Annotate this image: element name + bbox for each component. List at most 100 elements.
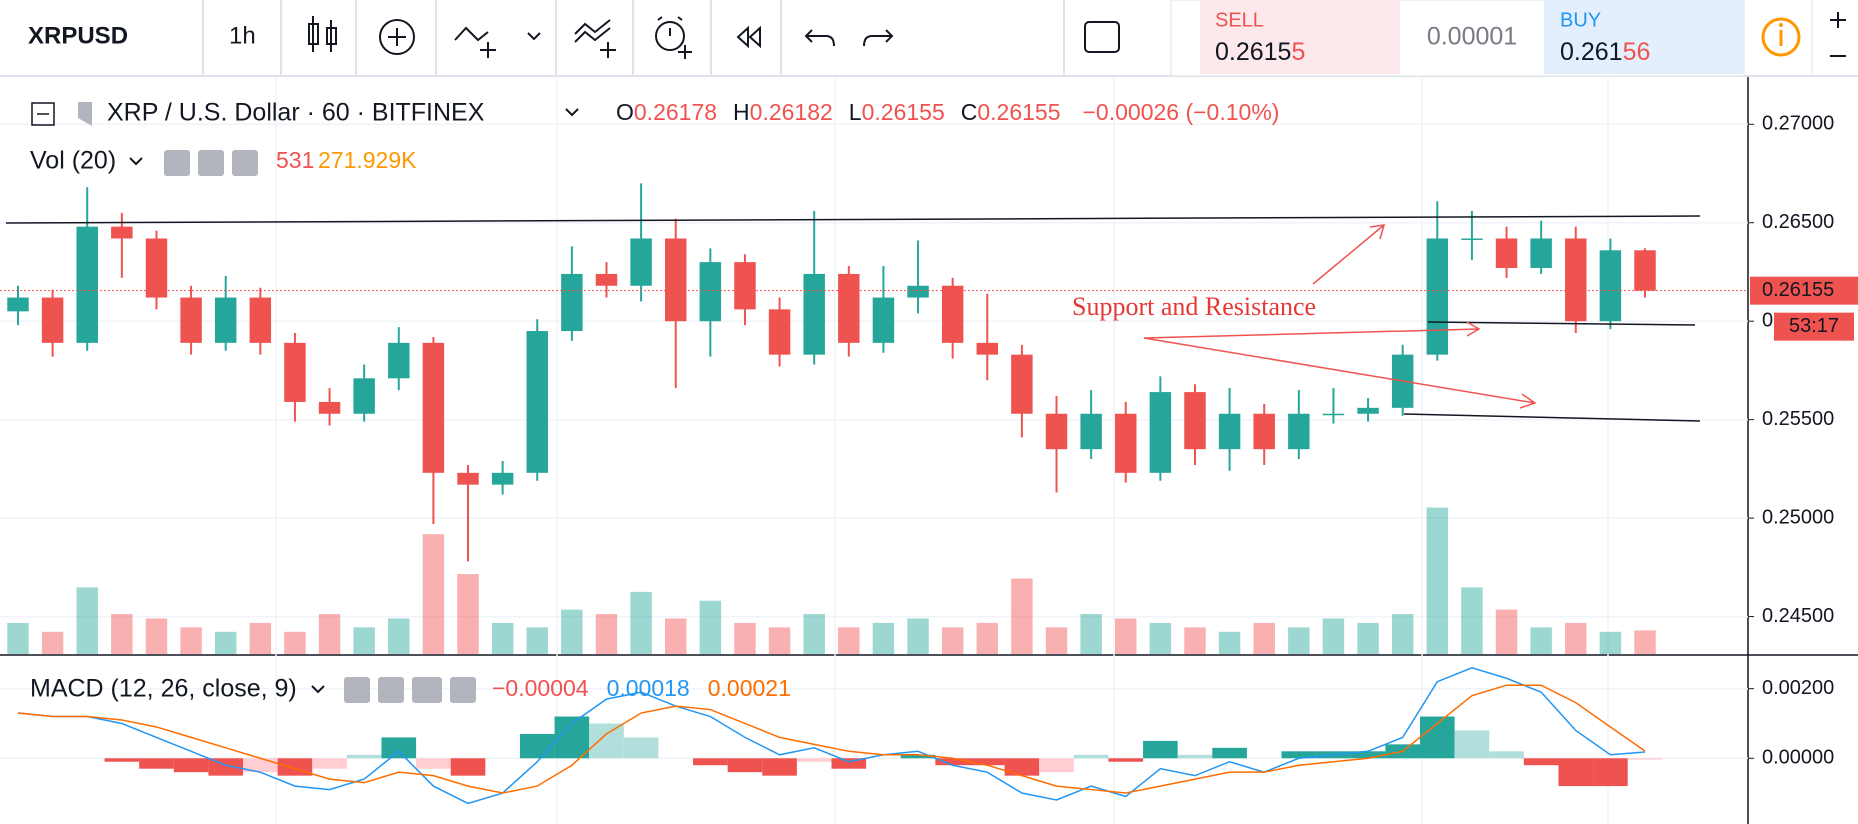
volume-bar [318, 614, 341, 654]
trade-panel: SELL 0.26155 0.00001 BUY 0.26156 [1170, 0, 1745, 77]
candle-body [1115, 413, 1137, 473]
volume-bar [491, 622, 514, 654]
zoom-in-button[interactable] [1830, 12, 1846, 28]
y-tick-label: 0.25500 [1762, 408, 1834, 430]
y-tick-label: 0.26500 [1762, 211, 1834, 233]
volume-bar [630, 591, 652, 654]
volume-bar [768, 627, 791, 654]
candle-body [491, 472, 514, 485]
volume-bar [353, 627, 375, 654]
info-button[interactable] [1761, 17, 1801, 57]
y-tick-label: 0.00200 [1762, 677, 1834, 699]
candle-body [1357, 407, 1379, 414]
collapse-button[interactable] [31, 102, 55, 126]
volume-bar [1288, 627, 1310, 654]
candle-body [1426, 238, 1449, 355]
macd-value: 0.00021 [708, 675, 791, 701]
macd-controls[interactable] [344, 677, 476, 703]
volume-bar [1357, 622, 1379, 654]
volume-bar [422, 534, 445, 654]
candle-body [249, 297, 272, 343]
redo-button[interactable] [863, 29, 894, 47]
volume-bar [1253, 622, 1275, 654]
macd-line [17, 684, 1646, 794]
volume-controls[interactable] [164, 150, 258, 176]
symbol[interactable]: XRPUSD [28, 22, 128, 49]
volume-chevron[interactable] [129, 157, 143, 166]
title-chevron[interactable] [565, 108, 579, 117]
macd-value: 0.00018 [607, 675, 690, 701]
candle-body [41, 297, 64, 343]
ohlc-value: 0.26182 [750, 99, 833, 125]
macd-histogram-bar [1593, 758, 1628, 787]
candle-body [976, 342, 999, 355]
volume-bar [1599, 631, 1622, 654]
ohlc-key: O [616, 99, 634, 125]
macd-histogram-bar [1073, 754, 1109, 759]
candle-body [1495, 238, 1518, 269]
indicators-button[interactable] [574, 19, 616, 58]
volume-bar [1184, 627, 1206, 654]
candle-body [664, 238, 687, 322]
replay-button[interactable] [736, 25, 761, 49]
volume-bar [111, 614, 133, 654]
compare-button[interactable] [454, 26, 541, 58]
last-price-label: 0.26155 [1762, 279, 1834, 301]
candle-body [318, 401, 341, 414]
volume-bar [7, 622, 29, 654]
volume-bar [907, 618, 929, 654]
sell-button[interactable] [1200, 0, 1400, 74]
volume-bar [41, 631, 64, 654]
candle-body [768, 309, 791, 355]
volume-bar [1391, 614, 1414, 654]
buy-button[interactable] [1544, 0, 1744, 74]
volume-bar [145, 618, 168, 654]
volume-bar [1426, 507, 1449, 654]
volume-bar [76, 587, 98, 654]
add-button[interactable] [379, 19, 415, 55]
volume-bar [1461, 587, 1483, 654]
candle-body [1149, 392, 1172, 473]
volume-bar [803, 614, 825, 654]
vertical-grid [275, 77, 1609, 824]
macd-histogram-bar [208, 758, 244, 776]
sell-price-main: 0.2615 [1215, 38, 1291, 66]
resistance-line [5, 215, 1701, 224]
macd-chevron[interactable] [311, 685, 325, 694]
undo-button[interactable] [804, 29, 835, 47]
candle-body [457, 472, 479, 485]
candle-body [1218, 413, 1241, 450]
macd-histogram-bar [139, 758, 174, 769]
interval[interactable]: 1h [229, 22, 256, 49]
volume-bar [1045, 627, 1068, 654]
volume-bar [284, 631, 306, 654]
macd-histogram-bar [450, 758, 486, 776]
chart-type-button[interactable] [308, 16, 337, 52]
macd-histogram-bar [969, 758, 1005, 766]
volume-bar [872, 622, 895, 654]
volume-bar [734, 622, 756, 654]
plot-layer: 0.24500 0.25000 0.25500 0 0.26500 0.27000 0.00… [0, 113, 1858, 805]
alert-button[interactable] [655, 16, 692, 59]
volume-last: 531 [276, 147, 314, 173]
volume-bar [1530, 627, 1552, 654]
fullscreen-button[interactable] [1084, 21, 1120, 53]
candle-body [1080, 413, 1102, 450]
trend-lines [5, 215, 1701, 422]
macd-histogram-bar [312, 758, 347, 769]
macd-histogram-bar [1177, 754, 1213, 759]
macd-histogram-bar [1212, 747, 1247, 759]
countdown: 53:17 [1789, 315, 1839, 337]
volume-bar [1495, 609, 1518, 654]
macd-histogram-bar [381, 737, 417, 759]
y-tick-label: 0.27000 [1762, 113, 1834, 135]
price-change: −0.00026 (−0.10%) [1083, 99, 1280, 125]
volume-bar [699, 600, 722, 654]
volume-bar [838, 627, 860, 654]
macd-histogram-bar [623, 737, 659, 759]
macd-legend: MACD (12, 26, close, 9) −0.00004 0.00018 0… [30, 675, 791, 703]
candle-body [353, 378, 375, 414]
candle-body [111, 226, 133, 239]
support-line [1427, 321, 1696, 326]
